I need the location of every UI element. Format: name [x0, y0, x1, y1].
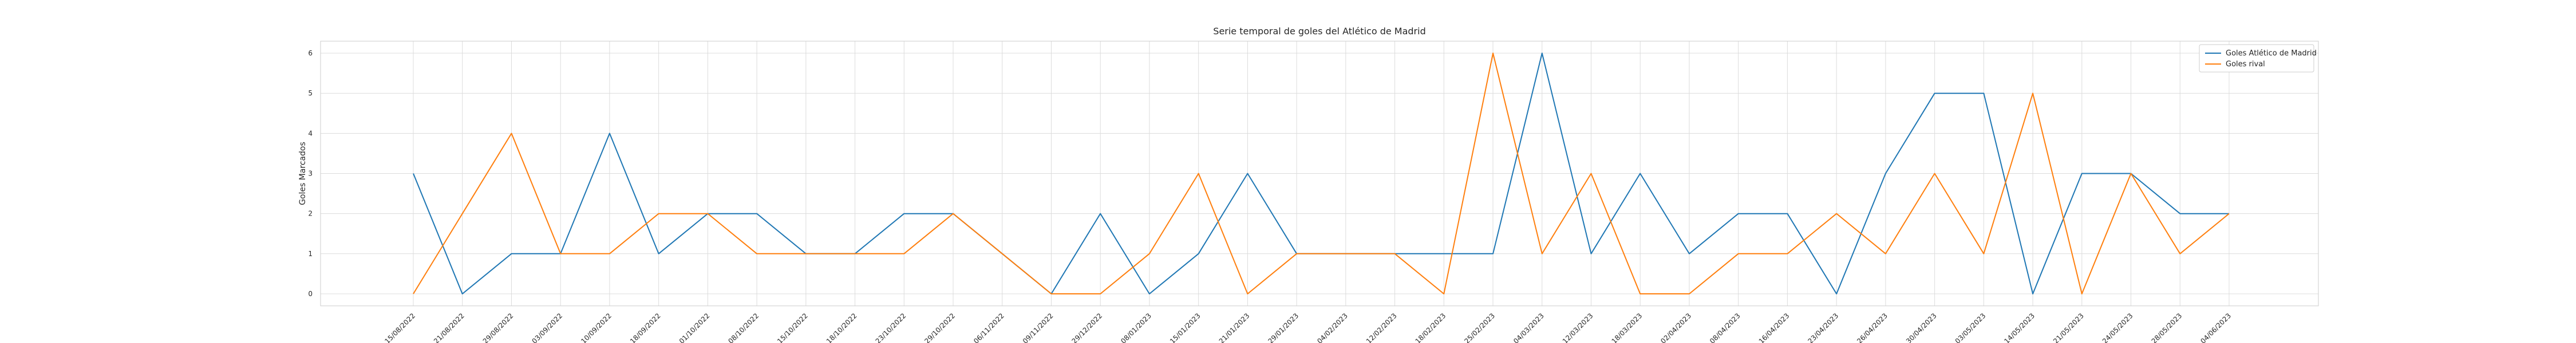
grid-lines — [321, 41, 2318, 306]
series-lines — [413, 53, 2230, 294]
legend-label-rival: Goles rival — [2226, 60, 2265, 69]
y-tick-label: 6 — [308, 49, 313, 57]
y-axis-ticks: 0 1 2 3 4 5 6 — [308, 49, 313, 298]
y-axis-label: Goles Marcados — [298, 142, 307, 205]
y-tick-label: 4 — [308, 129, 313, 137]
y-tick-label: 2 — [308, 210, 313, 218]
legend: Goles Atlético de Madrid Goles rival — [2199, 44, 2317, 73]
plot-area — [320, 41, 2319, 306]
legend-box — [2199, 44, 2314, 73]
y-tick-label: 0 — [308, 290, 313, 298]
y-tick-label: 3 — [308, 170, 313, 178]
y-tick-label: 5 — [308, 89, 313, 97]
y-tick-label: 1 — [308, 250, 313, 258]
chart-title: Serie temporal de goles del Atlético de … — [1213, 26, 1425, 37]
series-line-rival — [413, 53, 2230, 294]
legend-label-atletico: Goles Atlético de Madrid — [2226, 49, 2317, 58]
